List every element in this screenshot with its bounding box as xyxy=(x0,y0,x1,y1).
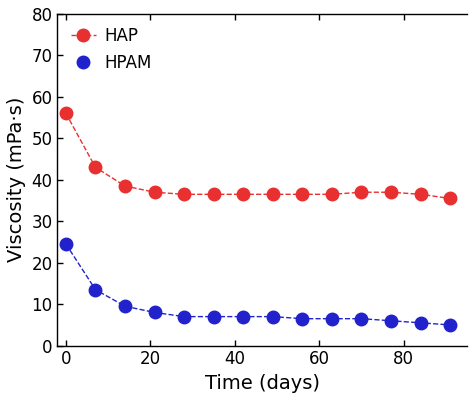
HAP xyxy=(122,184,128,188)
HAP xyxy=(418,192,423,197)
HAP xyxy=(447,196,453,201)
X-axis label: Time (days): Time (days) xyxy=(205,374,320,393)
Y-axis label: Viscosity (mPa·s): Viscosity (mPa·s) xyxy=(7,97,26,262)
HPAM xyxy=(211,314,217,319)
HPAM xyxy=(300,316,305,321)
HPAM xyxy=(270,314,276,319)
HPAM xyxy=(152,310,157,315)
HAP xyxy=(388,190,394,195)
HPAM xyxy=(388,318,394,323)
HAP xyxy=(211,192,217,197)
HAP xyxy=(92,165,98,170)
HPAM xyxy=(329,316,335,321)
HAP xyxy=(270,192,276,197)
HPAM xyxy=(240,314,246,319)
HPAM xyxy=(122,304,128,309)
HAP xyxy=(329,192,335,197)
HAP xyxy=(152,190,157,195)
HAP xyxy=(63,111,69,116)
HAP xyxy=(182,192,187,197)
HPAM xyxy=(447,322,453,327)
HPAM xyxy=(63,242,69,246)
Line: HAP: HAP xyxy=(60,107,456,205)
HPAM xyxy=(418,320,423,325)
HPAM xyxy=(182,314,187,319)
HAP xyxy=(300,192,305,197)
HPAM xyxy=(359,316,365,321)
HAP xyxy=(359,190,365,195)
Line: HPAM: HPAM xyxy=(60,238,456,331)
HAP xyxy=(240,192,246,197)
HPAM xyxy=(92,287,98,292)
Legend: HAP, HPAM: HAP, HPAM xyxy=(66,22,156,77)
